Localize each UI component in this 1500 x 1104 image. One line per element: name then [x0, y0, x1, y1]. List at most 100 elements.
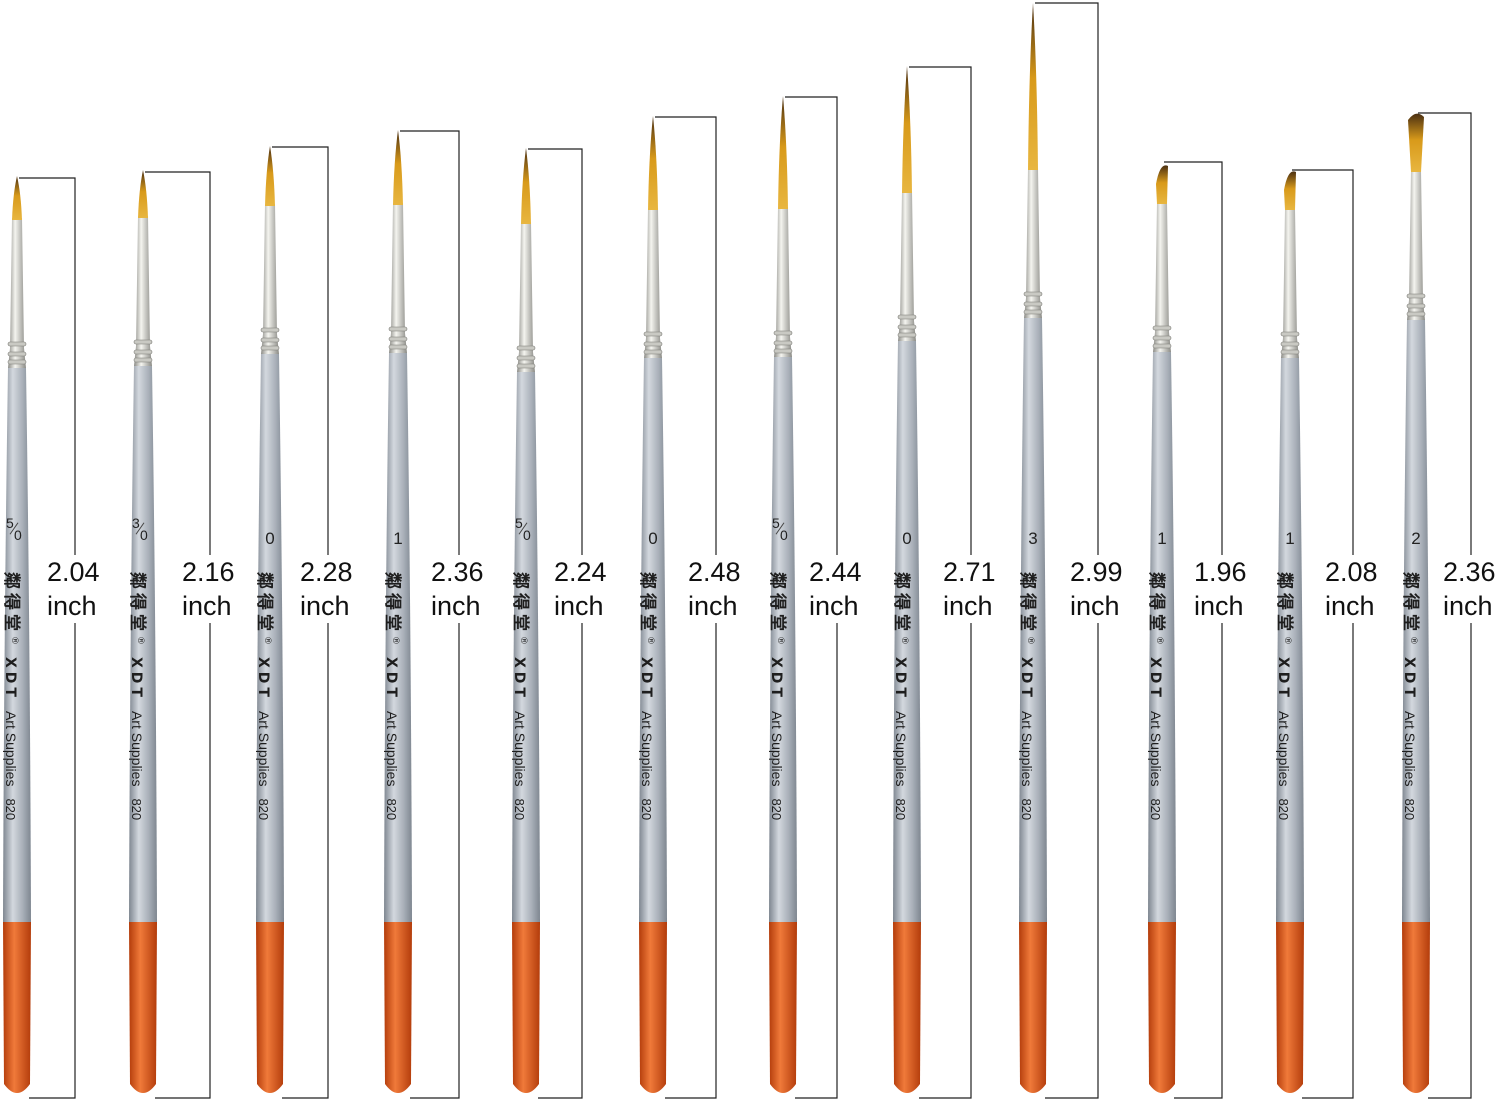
- measure-bracket: [528, 148, 583, 1099]
- size-marking: 0: [902, 529, 912, 548]
- handle-imprint: 鄰得堂® XDT Art Supplies 820: [127, 572, 152, 820]
- length-value: 2.44: [809, 557, 862, 587]
- brush-bristles: [12, 176, 22, 220]
- handle-imprint: 鄰得堂® XDT Art Supplies 820: [254, 572, 279, 820]
- size-marking: 1: [1157, 529, 1167, 548]
- ferrule-ring: [1406, 311, 1426, 317]
- ferrule-ring: [133, 339, 153, 345]
- model-number: 820: [256, 798, 271, 821]
- brand-name: XDT: [892, 657, 908, 701]
- brush-illustration: [1019, 2, 1099, 1099]
- brush-illustration: [769, 96, 838, 1099]
- length-unit: inch: [1194, 591, 1244, 621]
- ferrule-ring: [7, 341, 27, 347]
- brand-description: Art Supplies: [256, 710, 272, 787]
- length-value: 2.36: [1443, 557, 1496, 587]
- brush-ferrule: [898, 191, 916, 341]
- brush-ferrule: [8, 218, 26, 368]
- ferrule-ring: [260, 337, 280, 343]
- brush-bristles: [1284, 171, 1296, 210]
- ferrule-ring: [897, 324, 917, 330]
- registered-mark: ®: [1408, 636, 1419, 645]
- brush-handle-end: [1276, 922, 1304, 1093]
- ferrule-ring: [516, 345, 536, 351]
- brush-ferrule: [261, 204, 279, 354]
- brand-chinese: 鄰得堂: [382, 572, 402, 635]
- brand-name: XDT: [511, 657, 527, 701]
- brush-handle-end: [512, 922, 540, 1093]
- model-number: 820: [1148, 798, 1163, 821]
- size-marking: 2: [1411, 529, 1421, 548]
- length-value: 2.48: [688, 557, 741, 587]
- brush-5: 5 0 鄰得堂® XDT Art Supplies 820 2.24 inch: [506, 0, 626, 1104]
- ferrule-ring: [260, 345, 280, 351]
- model-number: 820: [893, 798, 908, 821]
- brush-handle: [639, 358, 667, 922]
- brush-handle: [384, 353, 412, 922]
- brush-ferrule: [389, 203, 407, 353]
- length-value: 2.71: [943, 557, 996, 587]
- ferrule-ring: [1152, 343, 1172, 349]
- ferrule-ring: [897, 314, 917, 320]
- length-unit: inch: [943, 591, 993, 621]
- brand-description: Art Supplies: [384, 710, 400, 787]
- ferrule-ring: [133, 349, 153, 355]
- ferrule-ring: [773, 348, 793, 354]
- length-unit: inch: [809, 591, 859, 621]
- brand-description: Art Supplies: [1019, 710, 1035, 787]
- brush-illustration: [384, 130, 460, 1099]
- brush-handle: [769, 357, 797, 922]
- brush-ferrule: [134, 216, 152, 366]
- brush-ferrule: [1153, 202, 1171, 352]
- handle-imprint: 鄰得堂® XDT Art Supplies 820: [382, 572, 407, 820]
- brush-bristles: [521, 148, 531, 224]
- ferrule-ring: [260, 327, 280, 333]
- brand-name: XDT: [1147, 657, 1163, 701]
- brush-handle-end: [769, 922, 797, 1093]
- size-marking: 3: [1028, 529, 1038, 548]
- brush-illustration: [893, 66, 972, 1099]
- ferrule-ring: [388, 326, 408, 332]
- ferrule-ring: [1280, 331, 1300, 337]
- brand-chinese: 鄰得堂: [1146, 572, 1166, 635]
- brush-2: 3 0 鄰得堂® XDT Art Supplies 820 2.16 inch: [123, 0, 243, 1104]
- brush-10: 1 鄰得堂® XDT Art Supplies 820 1.96 inch: [1142, 0, 1262, 1104]
- brush-handle: [256, 354, 284, 922]
- registered-mark: ®: [262, 636, 273, 645]
- registered-mark: ®: [518, 636, 529, 645]
- brush-bristles: [1028, 3, 1038, 170]
- brush-handle-end: [639, 922, 667, 1093]
- brand-description: Art Supplies: [1148, 710, 1164, 787]
- brush-ferrule: [517, 222, 535, 372]
- brand-chinese: 鄰得堂: [1274, 572, 1294, 635]
- registered-mark: ®: [135, 636, 146, 645]
- brush-illustration: [3, 176, 76, 1099]
- brush-6: 0 鄰得堂® XDT Art Supplies 820 2.48 inch: [633, 0, 753, 1104]
- length-label: 2.48 inch: [686, 555, 743, 623]
- length-unit: inch: [431, 591, 481, 621]
- length-value: 2.99: [1070, 557, 1123, 587]
- brush-illustration: [639, 116, 717, 1099]
- ferrule-ring: [643, 331, 663, 337]
- length-value: 2.08: [1325, 557, 1378, 587]
- ferrule-ring: [1152, 335, 1172, 341]
- handle-imprint: 鄰得堂® XDT Art Supplies 820: [1146, 572, 1171, 820]
- measure-bracket: [19, 177, 76, 1099]
- length-unit: inch: [300, 591, 350, 621]
- size-marking: 0: [648, 529, 658, 548]
- brush-bristles: [138, 170, 148, 218]
- brand-description: Art Supplies: [639, 710, 655, 787]
- registered-mark: ®: [1282, 636, 1293, 645]
- brush-ferrule: [1024, 168, 1042, 318]
- registered-mark: ®: [390, 636, 401, 645]
- length-value: 1.96: [1194, 557, 1247, 587]
- length-label: 2.71 inch: [941, 555, 998, 623]
- brand-description: Art Supplies: [129, 710, 145, 787]
- model-number: 820: [769, 798, 784, 821]
- brand-chinese: 鄰得堂: [637, 572, 657, 635]
- brand-name: XDT: [638, 657, 654, 701]
- brand-chinese: 鄰得堂: [510, 572, 530, 635]
